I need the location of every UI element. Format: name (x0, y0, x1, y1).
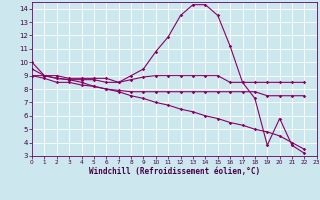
X-axis label: Windchill (Refroidissement éolien,°C): Windchill (Refroidissement éolien,°C) (89, 167, 260, 176)
